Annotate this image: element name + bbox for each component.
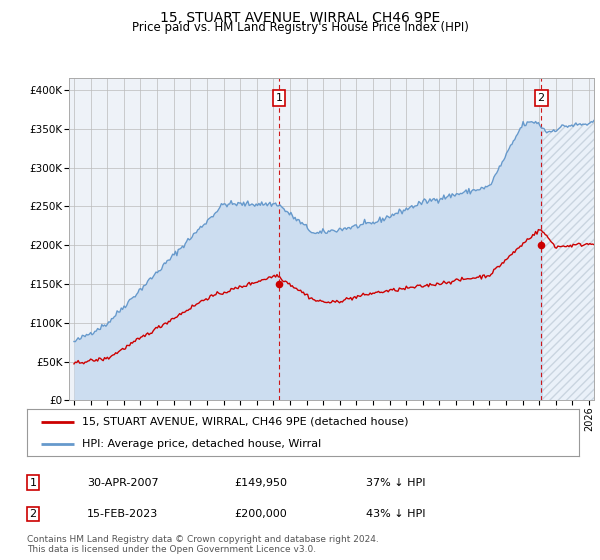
Text: 15-FEB-2023: 15-FEB-2023 <box>87 509 158 519</box>
Text: 30-APR-2007: 30-APR-2007 <box>87 478 158 488</box>
Text: 1: 1 <box>275 93 283 103</box>
Text: 37% ↓ HPI: 37% ↓ HPI <box>366 478 425 488</box>
Text: 2: 2 <box>538 93 545 103</box>
Text: £149,950: £149,950 <box>234 478 287 488</box>
Text: £200,000: £200,000 <box>234 509 287 519</box>
Text: Contains HM Land Registry data © Crown copyright and database right 2024.
This d: Contains HM Land Registry data © Crown c… <box>27 535 379 554</box>
Point <box>274 279 284 288</box>
Text: HPI: Average price, detached house, Wirral: HPI: Average price, detached house, Wirr… <box>82 438 322 449</box>
Point <box>536 241 546 250</box>
Text: 15, STUART AVENUE, WIRRAL, CH46 9PE (detached house): 15, STUART AVENUE, WIRRAL, CH46 9PE (det… <box>82 417 409 427</box>
Text: 1: 1 <box>29 478 37 488</box>
Text: 43% ↓ HPI: 43% ↓ HPI <box>366 509 425 519</box>
Text: 15, STUART AVENUE, WIRRAL, CH46 9PE: 15, STUART AVENUE, WIRRAL, CH46 9PE <box>160 11 440 25</box>
Text: 2: 2 <box>29 509 37 519</box>
Text: Price paid vs. HM Land Registry's House Price Index (HPI): Price paid vs. HM Land Registry's House … <box>131 21 469 34</box>
